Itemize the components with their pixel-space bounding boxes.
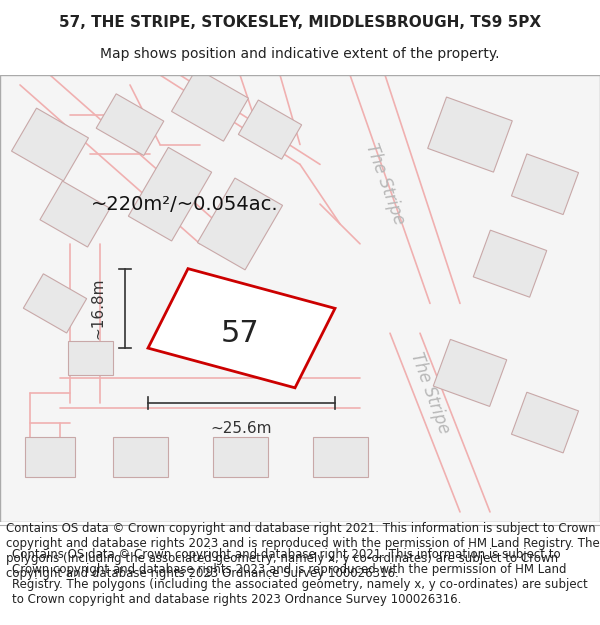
Text: 57, THE STRIPE, STOKESLEY, MIDDLESBROUGH, TS9 5PX: 57, THE STRIPE, STOKESLEY, MIDDLESBROUGH… bbox=[59, 15, 541, 30]
Polygon shape bbox=[511, 154, 578, 214]
Polygon shape bbox=[40, 181, 110, 247]
Polygon shape bbox=[172, 68, 248, 141]
Text: The Stripe: The Stripe bbox=[407, 349, 453, 436]
Polygon shape bbox=[433, 339, 507, 406]
Polygon shape bbox=[511, 392, 578, 453]
Text: ~16.8m: ~16.8m bbox=[90, 278, 105, 339]
Polygon shape bbox=[67, 341, 113, 376]
Text: ~220m²/~0.054ac.: ~220m²/~0.054ac. bbox=[91, 194, 279, 214]
Text: Contains OS data © Crown copyright and database right 2021. This information is : Contains OS data © Crown copyright and d… bbox=[12, 548, 588, 606]
Text: Contains OS data © Crown copyright and database right 2021. This information is : Contains OS data © Crown copyright and d… bbox=[6, 522, 600, 580]
Polygon shape bbox=[128, 148, 212, 241]
Polygon shape bbox=[25, 438, 75, 478]
Text: 57: 57 bbox=[221, 319, 259, 348]
Polygon shape bbox=[148, 269, 335, 388]
Polygon shape bbox=[212, 438, 268, 478]
Polygon shape bbox=[428, 97, 512, 172]
Polygon shape bbox=[11, 108, 88, 181]
Polygon shape bbox=[313, 438, 367, 478]
Polygon shape bbox=[96, 94, 164, 156]
Text: Map shows position and indicative extent of the property.: Map shows position and indicative extent… bbox=[100, 47, 500, 61]
Polygon shape bbox=[113, 438, 167, 478]
Text: ~25.6m: ~25.6m bbox=[211, 421, 272, 436]
Polygon shape bbox=[197, 178, 283, 270]
Polygon shape bbox=[23, 274, 86, 333]
Text: The Stripe: The Stripe bbox=[362, 141, 408, 228]
Polygon shape bbox=[473, 230, 547, 298]
Polygon shape bbox=[238, 100, 302, 159]
